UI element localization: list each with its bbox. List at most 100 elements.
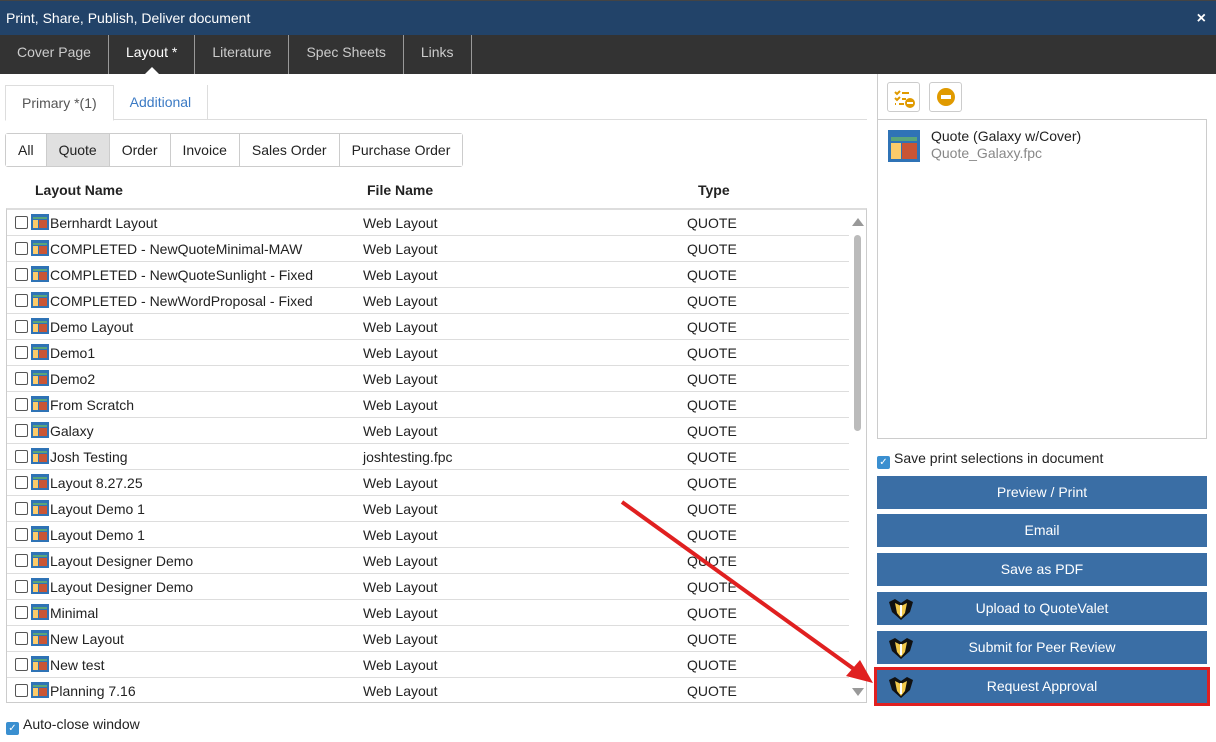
tab-links[interactable]: Links bbox=[404, 35, 472, 74]
table-row[interactable]: Layout 8.27.25 Web Layout QUOTE bbox=[7, 470, 850, 496]
row-checkbox[interactable] bbox=[15, 684, 28, 697]
tab-spec-sheets[interactable]: Spec Sheets bbox=[289, 35, 404, 74]
divider bbox=[877, 74, 878, 120]
row-checkbox[interactable] bbox=[15, 372, 28, 385]
table-row[interactable]: New test Web Layout QUOTE bbox=[7, 652, 850, 678]
tab-cover-page[interactable]: Cover Page bbox=[0, 35, 109, 74]
layout-name: Josh Testing bbox=[50, 449, 128, 465]
submit-for-peer-review-button[interactable]: Submit for Peer Review bbox=[877, 631, 1207, 664]
layout-name: Demo Layout bbox=[50, 319, 134, 335]
subtab-additional[interactable]: Additional bbox=[114, 85, 209, 119]
table-row[interactable]: From Scratch Web Layout QUOTE bbox=[7, 392, 850, 418]
filter-sales-order[interactable]: Sales Order bbox=[239, 134, 340, 166]
scroll-up-icon[interactable] bbox=[852, 218, 864, 226]
row-checkbox[interactable] bbox=[15, 632, 28, 645]
request-approval-button[interactable]: Request Approval bbox=[874, 667, 1210, 706]
table-row[interactable]: COMPLETED - NewQuoteMinimal-MAW Web Layo… bbox=[7, 236, 850, 262]
table-row[interactable]: COMPLETED - NewQuoteSunlight - Fixed Web… bbox=[7, 262, 850, 288]
scrollbar-thumb[interactable] bbox=[854, 235, 861, 431]
column-header-type[interactable]: Type bbox=[698, 182, 730, 198]
scroll-down-icon[interactable] bbox=[852, 688, 864, 696]
selected-layout-title: Quote (Galaxy w/Cover) bbox=[931, 128, 1082, 144]
table-row[interactable]: Demo1 Web Layout QUOTE bbox=[7, 340, 850, 366]
close-icon[interactable]: × bbox=[1196, 10, 1206, 27]
tuxedo-icon bbox=[889, 638, 913, 659]
button-label: Submit for Peer Review bbox=[968, 639, 1116, 655]
filter-quote[interactable]: Quote bbox=[46, 134, 110, 166]
button-label: Preview / Print bbox=[996, 484, 1088, 500]
button-label: Email bbox=[1024, 522, 1060, 538]
table-row[interactable]: Minimal Web Layout QUOTE bbox=[7, 600, 850, 626]
selected-layout-file: Quote_Galaxy.fpc bbox=[931, 145, 1043, 161]
row-checkbox[interactable] bbox=[15, 216, 28, 229]
scrollbar[interactable] bbox=[849, 210, 866, 702]
row-checkbox[interactable] bbox=[15, 658, 28, 671]
row-checkbox[interactable] bbox=[15, 450, 28, 463]
selection-toolbar bbox=[887, 82, 962, 112]
tab-layout[interactable]: Layout * bbox=[109, 35, 196, 74]
table-row[interactable]: Planning 7.16 Web Layout QUOTE bbox=[7, 678, 850, 702]
layout-type: QUOTE bbox=[687, 501, 737, 517]
table-row[interactable]: Demo Layout Web Layout QUOTE bbox=[7, 314, 850, 340]
button-label: Save as PDF bbox=[1000, 561, 1084, 577]
file-name: Web Layout bbox=[363, 579, 438, 595]
file-name: Web Layout bbox=[363, 345, 438, 361]
table-row[interactable]: Layout Designer Demo Web Layout QUOTE bbox=[7, 574, 850, 600]
layout-icon bbox=[31, 396, 49, 412]
file-name: Web Layout bbox=[363, 293, 438, 309]
file-name: Web Layout bbox=[363, 501, 438, 517]
layout-name: Minimal bbox=[50, 605, 99, 621]
layout-name: Demo1 bbox=[50, 345, 96, 361]
remove-selected-button[interactable] bbox=[929, 82, 962, 112]
layout-icon bbox=[31, 448, 49, 464]
table-row[interactable]: Galaxy Web Layout QUOTE bbox=[7, 418, 850, 444]
row-checkbox[interactable] bbox=[15, 580, 28, 593]
save-selections-checkbox[interactable]: ✓ bbox=[877, 456, 890, 469]
filter-all[interactable]: All bbox=[6, 134, 47, 166]
filter-invoice[interactable]: Invoice bbox=[170, 134, 240, 166]
row-checkbox[interactable] bbox=[15, 320, 28, 333]
table-row[interactable]: Demo2 Web Layout QUOTE bbox=[7, 366, 850, 392]
subtab-primary[interactable]: Primary *(1) bbox=[5, 85, 114, 121]
row-checkbox[interactable] bbox=[15, 424, 28, 437]
row-checkbox[interactable] bbox=[15, 528, 28, 541]
preview-print-button[interactable]: Preview / Print bbox=[877, 476, 1207, 509]
column-header-layout-name[interactable]: Layout Name bbox=[35, 182, 123, 198]
tuxedo-icon bbox=[889, 677, 913, 698]
table-row[interactable]: COMPLETED - NewWordProposal - Fixed Web … bbox=[7, 288, 850, 314]
row-checkbox[interactable] bbox=[15, 398, 28, 411]
row-checkbox[interactable] bbox=[15, 268, 28, 281]
row-checkbox[interactable] bbox=[15, 606, 28, 619]
layout-icon bbox=[31, 474, 49, 490]
column-header-file-name[interactable]: File Name bbox=[367, 182, 434, 198]
row-checkbox[interactable] bbox=[15, 294, 28, 307]
upload-to-quotevalet-button[interactable]: Upload to QuoteValet bbox=[877, 592, 1207, 625]
auto-close-option[interactable]: ✓ Auto-close window bbox=[6, 716, 140, 735]
layout-icon bbox=[31, 318, 49, 334]
auto-close-checkbox[interactable]: ✓ bbox=[6, 722, 19, 735]
row-checkbox[interactable] bbox=[15, 502, 28, 515]
filter-order[interactable]: Order bbox=[109, 134, 171, 166]
layout-icon bbox=[31, 656, 49, 672]
remove-checked-button[interactable] bbox=[887, 82, 920, 112]
table-row[interactable]: Layout Designer Demo Web Layout QUOTE bbox=[7, 548, 850, 574]
table-row[interactable]: Bernhardt Layout Web Layout QUOTE bbox=[7, 210, 850, 236]
row-checkbox[interactable] bbox=[15, 346, 28, 359]
row-checkbox[interactable] bbox=[15, 554, 28, 567]
tab-literature[interactable]: Literature bbox=[195, 35, 290, 74]
layout-icon bbox=[31, 552, 49, 568]
email-button[interactable]: Email bbox=[877, 514, 1207, 547]
layout-name: Layout Demo 1 bbox=[50, 527, 145, 543]
row-checkbox[interactable] bbox=[15, 476, 28, 489]
row-checkbox[interactable] bbox=[15, 242, 28, 255]
table-row[interactable]: Layout Demo 1 Web Layout QUOTE bbox=[7, 496, 850, 522]
layout-type: QUOTE bbox=[687, 553, 737, 569]
layout-icon bbox=[31, 292, 49, 308]
filter-purchase-order[interactable]: Purchase Order bbox=[339, 134, 463, 166]
table-row[interactable]: Josh Testing joshtesting.fpc QUOTE bbox=[7, 444, 850, 470]
table-row[interactable]: Layout Demo 1 Web Layout QUOTE bbox=[7, 522, 850, 548]
save-as-pdf-button[interactable]: Save as PDF bbox=[877, 553, 1207, 586]
table-row[interactable]: New Layout Web Layout QUOTE bbox=[7, 626, 850, 652]
save-selections-option[interactable]: ✓ Save print selections in document bbox=[877, 450, 1103, 469]
selected-layout-item[interactable]: Quote (Galaxy w/Cover) Quote_Galaxy.fpc bbox=[888, 128, 1198, 168]
